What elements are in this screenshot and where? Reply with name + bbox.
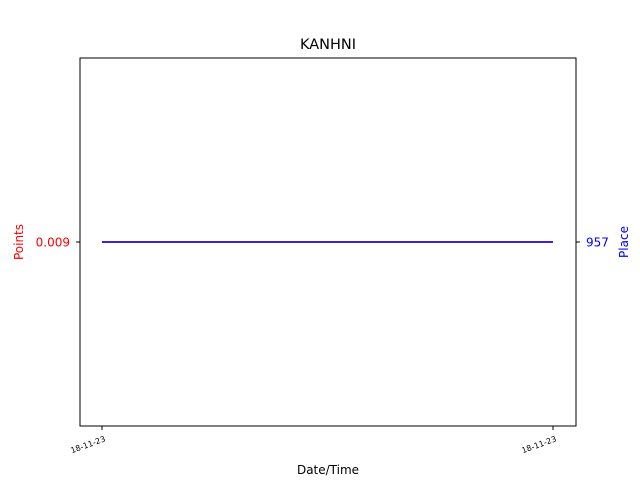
x-axis-ticks: 18-11-23 18-11-23 xyxy=(69,426,558,455)
chart-title: KANHNI xyxy=(300,37,356,53)
y-axis-label-left: Points xyxy=(12,224,26,260)
right-axis-ticks: 957 xyxy=(576,236,609,250)
left-tick-label: 0.009 xyxy=(36,236,70,250)
y-axis-label-right: Place xyxy=(617,226,631,258)
right-tick-label: 957 xyxy=(586,236,609,250)
left-axis-ticks: 0.009 xyxy=(36,236,80,250)
x-tick-label: 18-11-23 xyxy=(69,434,106,455)
x-axis-label: Date/Time xyxy=(297,463,359,477)
x-tick-label: 18-11-23 xyxy=(520,434,557,455)
